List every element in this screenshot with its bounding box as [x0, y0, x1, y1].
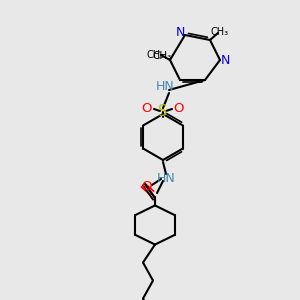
Text: S: S [158, 104, 168, 119]
Text: O: O [142, 103, 152, 116]
Text: O: O [141, 181, 151, 194]
Text: O: O [174, 103, 184, 116]
Text: N: N [175, 26, 185, 38]
Text: CH₃: CH₃ [211, 27, 229, 37]
Text: CH₃: CH₃ [147, 50, 165, 60]
Text: CH₃: CH₃ [152, 51, 172, 61]
Text: HN: HN [157, 172, 175, 184]
Text: HN: HN [156, 80, 174, 94]
Text: N: N [220, 53, 230, 67]
